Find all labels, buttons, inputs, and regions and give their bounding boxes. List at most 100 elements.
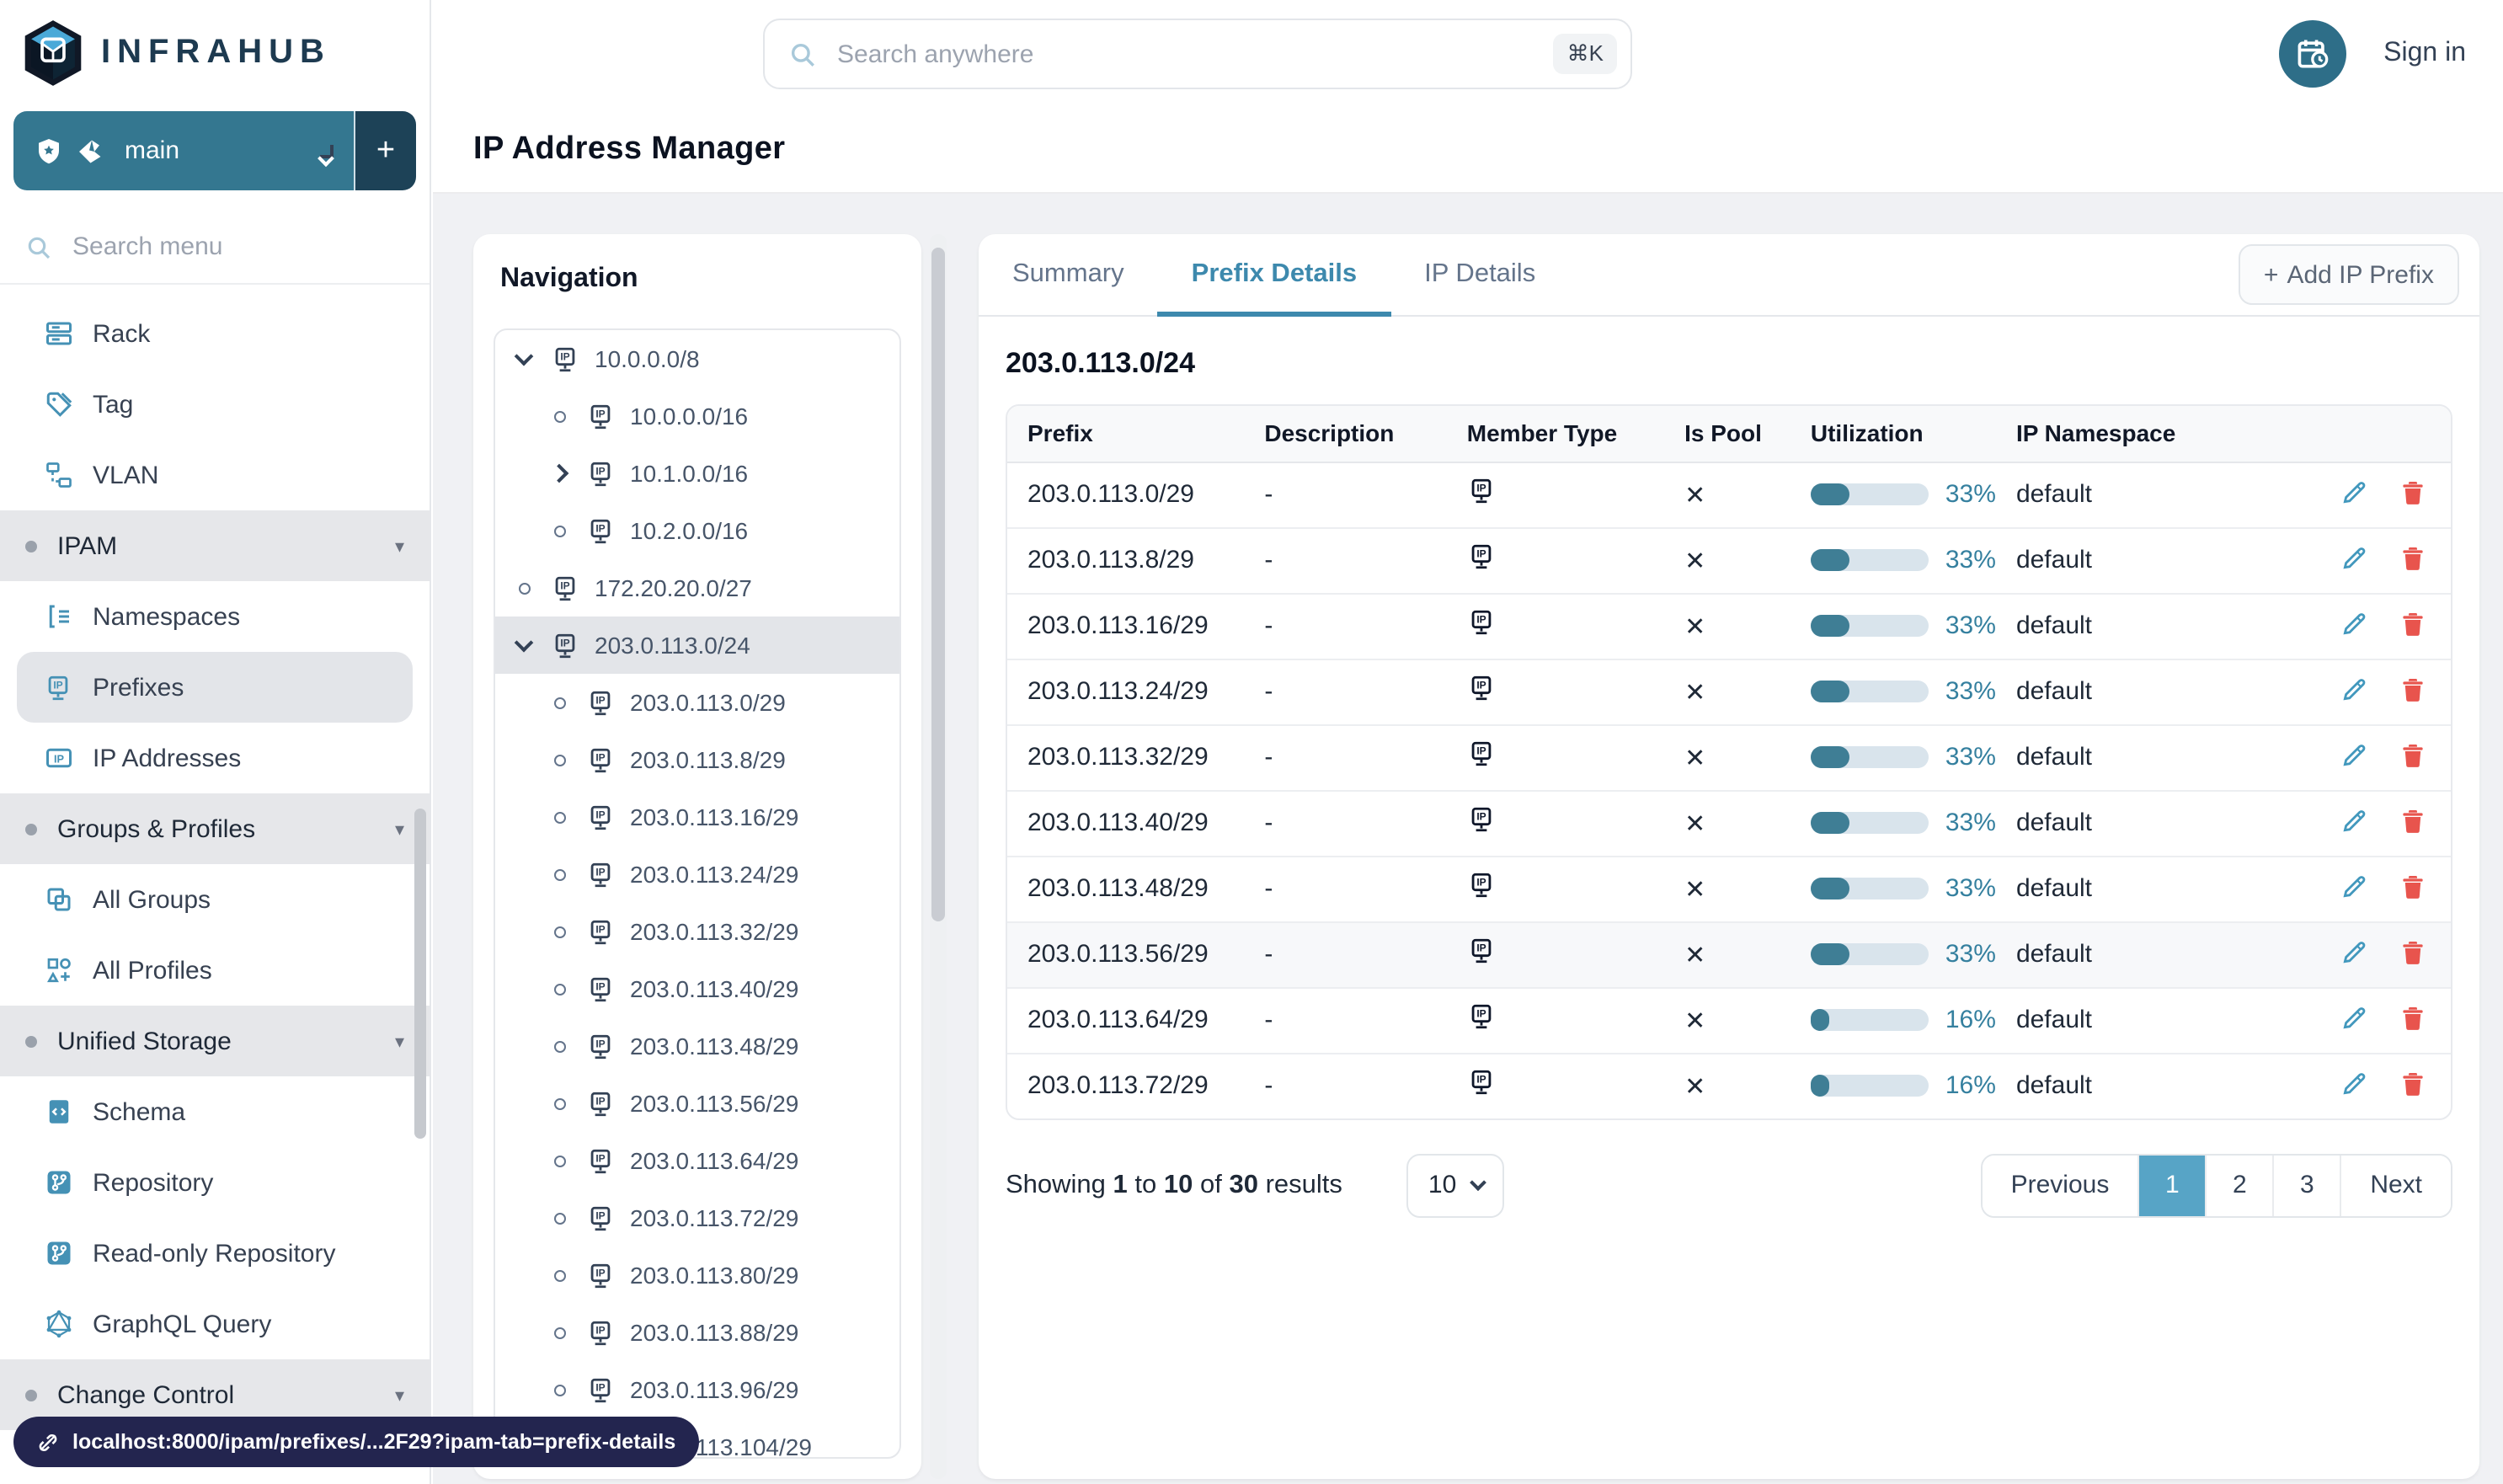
sidebar-item-namespaces[interactable]: Namespaces — [0, 581, 430, 652]
tree-item-203-0-113-64-29[interactable]: IP 203.0.113.64/29 — [495, 1132, 899, 1189]
sidebar-item-tag[interactable]: Tag — [0, 369, 430, 440]
page-button-2[interactable]: 2 — [2205, 1155, 2273, 1215]
table-row[interactable]: 203.0.113.24/29- IP ✕ 33% default — [1007, 659, 2451, 725]
results-summary-part: 10 — [1163, 1170, 1193, 1198]
sidebar-item-all-groups[interactable]: All Groups — [0, 864, 430, 935]
tree-item-203-0-113-56-29[interactable]: IP 203.0.113.56/29 — [495, 1075, 899, 1132]
table-row[interactable]: 203.0.113.16/29- IP ✕ 33% default — [1007, 593, 2451, 659]
tree-item-203-0-113-40-29[interactable]: IP 203.0.113.40/29 — [495, 960, 899, 1017]
time-travel-button[interactable] — [2279, 20, 2347, 88]
svg-text:IP: IP — [1476, 942, 1486, 954]
edit-button[interactable] — [2340, 740, 2368, 774]
sidebar-item-vlan[interactable]: VLAN — [0, 440, 430, 510]
table-row[interactable]: 203.0.113.56/29- IP ✕ 33% default — [1007, 921, 2451, 988]
table-row[interactable]: 203.0.113.0/29- IP ✕ 33% default — [1007, 462, 2451, 528]
tree-item-203-0-113-32-29[interactable]: IP 203.0.113.32/29 — [495, 903, 899, 960]
sign-in-link[interactable]: Sign in — [2383, 39, 2466, 67]
sidebar-section-groups-profiles[interactable]: Groups & Profiles ▾ — [0, 793, 430, 864]
namespace-cell: default — [1995, 527, 2289, 594]
utilization-label: 33% — [1945, 809, 1996, 837]
trash-icon — [2399, 611, 2427, 643]
tree-item-203-0-113-80-29[interactable]: IP 203.0.113.80/29 — [495, 1246, 899, 1304]
sidebar-search-input[interactable] — [69, 231, 404, 263]
delete-button[interactable] — [2399, 675, 2427, 708]
table-row[interactable]: 203.0.113.64/29- IP ✕ 16% default — [1007, 987, 2451, 1054]
edit-button[interactable] — [2340, 1069, 2368, 1102]
table-row[interactable]: 203.0.113.8/29- IP ✕ 33% default — [1007, 527, 2451, 594]
page-button-3[interactable]: 3 — [2272, 1155, 2340, 1215]
tab-ip-details[interactable]: IP Details — [1390, 234, 1569, 315]
sidebar-item-schema[interactable]: Schema — [0, 1076, 430, 1147]
ip-network-icon: IP — [586, 974, 615, 1003]
is-pool-cell: ✕ — [1664, 856, 1791, 922]
sidebar-item-rack[interactable]: Rack — [0, 298, 430, 369]
page-size-select[interactable]: 10 — [1406, 1153, 1504, 1217]
tree-item-10-0-0-0-16[interactable]: IP 10.0.0.0/16 — [495, 387, 899, 445]
global-search-input[interactable] — [834, 38, 1537, 70]
tree-item-203-0-113-8-29[interactable]: IP 203.0.113.8/29 — [495, 731, 899, 788]
global-search[interactable]: ⌘K — [763, 19, 1632, 89]
table-row[interactable]: 203.0.113.72/29 - IP ✕ 16% default — [1007, 1053, 2451, 1118]
edit-button[interactable] — [2340, 872, 2368, 905]
edit-button[interactable] — [2340, 1003, 2368, 1037]
description-cell: - — [1244, 856, 1447, 922]
sidebar-scrollbar[interactable] — [414, 809, 426, 1139]
tab-summary[interactable]: Summary — [979, 234, 1158, 315]
ip-network-icon: IP — [1467, 741, 1496, 775]
sidebar-item-graphql-query[interactable]: GraphQL Query — [0, 1289, 430, 1359]
panel-scrollbar-thumb[interactable] — [931, 248, 945, 921]
tree-item-203-0-113-72-29[interactable]: IP 203.0.113.72/29 — [495, 1189, 899, 1246]
edit-button[interactable] — [2340, 543, 2368, 577]
add-ip-prefix-button[interactable]: + Add IP Prefix — [2238, 244, 2459, 305]
tree-item-203-0-113-0-24[interactable]: IP 203.0.113.0/24 — [495, 617, 899, 674]
panel-scrollbar[interactable] — [930, 234, 947, 1479]
table-row[interactable]: 203.0.113.48/29- IP ✕ 33% default — [1007, 856, 2451, 922]
delete-button[interactable] — [2399, 543, 2427, 577]
sidebar-item-repository[interactable]: Repository — [0, 1147, 430, 1218]
edit-button[interactable] — [2340, 937, 2368, 971]
tab-prefix-details[interactable]: Prefix Details — [1157, 234, 1391, 317]
app-logo[interactable]: INFRAHUB — [0, 0, 430, 104]
utilization-label: 16% — [1945, 1006, 1996, 1034]
table-row[interactable]: 203.0.113.40/29- IP ✕ 33% default — [1007, 790, 2451, 857]
tree-item-203-0-113-16-29[interactable]: IP 203.0.113.16/29 — [495, 788, 899, 846]
svg-text:IP: IP — [1476, 1074, 1486, 1086]
delete-button[interactable] — [2399, 1003, 2427, 1037]
tree-item-10-2-0-0-16[interactable]: IP 10.2.0.0/16 — [495, 502, 899, 559]
edit-button[interactable] — [2340, 609, 2368, 643]
page-button-next[interactable]: Next — [2340, 1155, 2451, 1215]
delete-button[interactable] — [2399, 872, 2427, 905]
page-button-1[interactable]: 1 — [2137, 1155, 2206, 1215]
delete-button[interactable] — [2399, 740, 2427, 774]
tree-item-203-0-113-0-29[interactable]: IP 203.0.113.0/29 — [495, 674, 899, 731]
delete-button[interactable] — [2399, 609, 2427, 643]
delete-button[interactable] — [2399, 806, 2427, 840]
edit-button[interactable] — [2340, 675, 2368, 708]
pencil-icon — [2340, 1006, 2368, 1037]
sidebar-item-read-only-repository[interactable]: Read-only Repository — [0, 1218, 430, 1289]
tree-item-203-0-113-48-29[interactable]: IP 203.0.113.48/29 — [495, 1017, 899, 1075]
tree-item-203-0-113-24-29[interactable]: IP 203.0.113.24/29 — [495, 846, 899, 903]
tree-item-203-0-113-88-29[interactable]: IP 203.0.113.88/29 — [495, 1304, 899, 1361]
edit-button[interactable] — [2340, 806, 2368, 840]
tree-item-10-1-0-0-16[interactable]: IP 10.1.0.0/16 — [495, 445, 899, 502]
sidebar-section-unified-storage[interactable]: Unified Storage ▾ — [0, 1006, 430, 1076]
edit-button[interactable] — [2340, 478, 2368, 511]
pencil-icon — [2340, 1072, 2368, 1102]
sidebar-item-ip-addresses[interactable]: IP IP Addresses — [0, 723, 430, 793]
table-row[interactable]: 203.0.113.32/29- IP ✕ 33% default — [1007, 724, 2451, 791]
sidebar-item-prefixes[interactable]: IP Prefixes — [17, 652, 413, 723]
utilization-label: 33% — [1945, 546, 1996, 574]
page-button-previous[interactable]: Previous — [1982, 1155, 2138, 1215]
add-branch-button[interactable]: + — [354, 111, 416, 190]
tree-item-172-20-20-0-27[interactable]: IP 172.20.20.0/27 — [495, 559, 899, 617]
tree-item-10-0-0-0-8[interactable]: IP 10.0.0.0/8 — [495, 330, 899, 387]
delete-button[interactable] — [2399, 478, 2427, 511]
delete-button[interactable] — [2399, 1069, 2427, 1102]
tree-item-203-0-113-96-29[interactable]: IP 203.0.113.96/29 — [495, 1361, 899, 1418]
sidebar-section-ipam[interactable]: IPAM ▾ — [0, 510, 430, 581]
sidebar-search[interactable] — [0, 211, 430, 285]
delete-button[interactable] — [2399, 937, 2427, 971]
sidebar-item-all-profiles[interactable]: All Profiles — [0, 935, 430, 1006]
branch-selector[interactable]: main — [13, 111, 354, 190]
